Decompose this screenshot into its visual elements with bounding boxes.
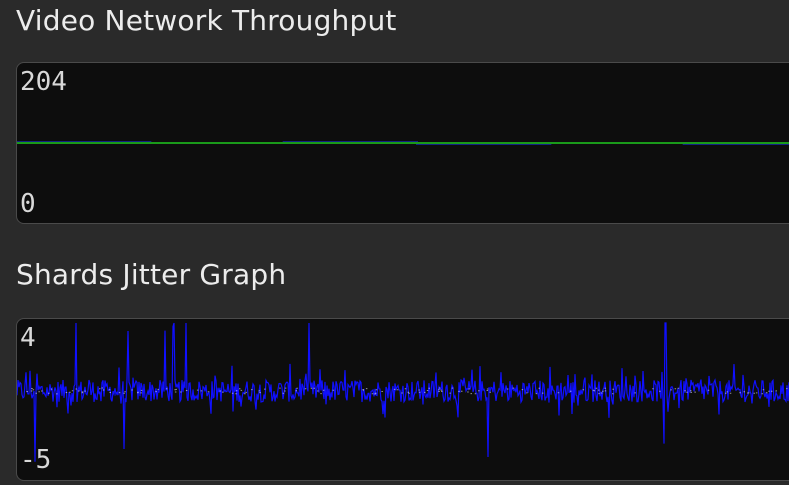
graph-title-throughput: Video Network Throughput: [16, 4, 397, 37]
jitter-y-max-label: 4: [20, 323, 36, 353]
throughput-graph-panel[interactable]: 204 0: [16, 62, 789, 224]
jitter-baseline-highlight: [26, 387, 788, 395]
throughput-y-min-label: 0: [20, 189, 36, 219]
throughput-graph: [17, 141, 789, 145]
jitter-graph: [17, 322, 789, 462]
jitter-y-min-label: -5: [20, 445, 52, 475]
throughput-y-max-label: 204: [20, 67, 67, 97]
jitter-graph-panel[interactable]: 4 -5: [16, 318, 789, 481]
graph-title-jitter: Shards Jitter Graph: [16, 258, 287, 291]
jitter-series-jitter: [17, 322, 789, 462]
